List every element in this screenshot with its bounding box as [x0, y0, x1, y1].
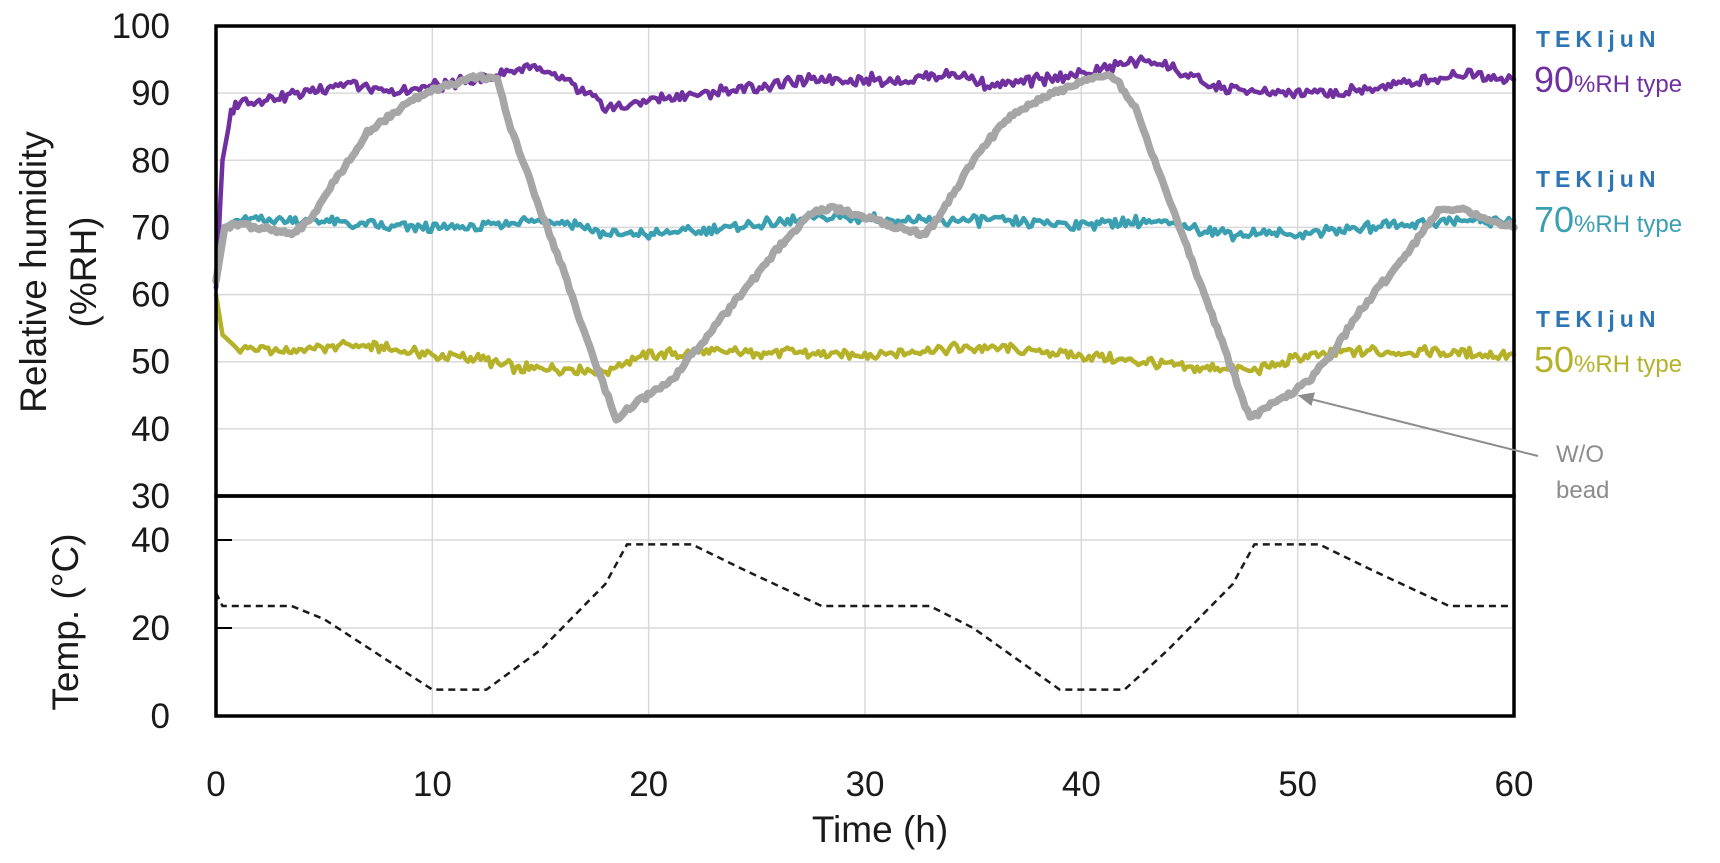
humidity-y-tick-label: 50: [131, 343, 170, 382]
humidity-y-tick-label: 80: [131, 141, 170, 180]
annotation-arrowhead: [1297, 392, 1315, 406]
humidity-y-tick-label: 40: [131, 410, 170, 449]
wo-bead-annotation: W/O bead: [1297, 392, 1609, 504]
series-label-rh50: 50%RH type: [1534, 339, 1682, 380]
x-tick-label: 40: [1062, 765, 1101, 804]
annotation-line2: bead: [1556, 477, 1609, 504]
series-brand-rh70: TEKIjuN: [1536, 166, 1660, 192]
humidity-y-tick-label: 60: [131, 276, 170, 315]
x-axis-title: Time (h): [812, 809, 948, 850]
temperature-gridlines: [216, 496, 1514, 716]
annotation-arrow: [1307, 397, 1539, 457]
humidity-y-tick-label: 100: [112, 7, 170, 46]
humidity-y-tick-label: 70: [131, 208, 170, 247]
annotation-line1: W/O: [1556, 441, 1604, 468]
humidity-series-group: [212, 54, 1518, 424]
plot-frames: [214, 24, 1516, 718]
series-brand-rh90: TEKIjuN: [1536, 26, 1660, 52]
x-tick-label: 50: [1278, 765, 1317, 804]
series-value-rh90: 90: [1534, 59, 1574, 100]
series-line-temp: [214, 543, 1514, 691]
temperature-series-group: [214, 543, 1514, 691]
series-value-rh70: 70: [1534, 199, 1574, 240]
series-line-rh90: [213, 54, 1517, 291]
series-label-rh90: 90%RH type: [1534, 59, 1682, 100]
x-tick-label: 60: [1495, 765, 1534, 804]
series-value-rh50: 50: [1534, 339, 1574, 380]
series-line-rh50: [213, 292, 1517, 378]
temperature-y-tick-label: 40: [131, 521, 170, 560]
x-tick-label: 30: [846, 765, 885, 804]
humidity-y-tick-label: 90: [131, 74, 170, 113]
series-brand-rh50: TEKIjuN: [1536, 306, 1660, 332]
series-line-wo: [212, 71, 1518, 424]
series-unit-rh90: %RH type: [1574, 71, 1682, 98]
humidity-y-axis-title-line2: (%RH): [63, 217, 104, 328]
temperature-y-tick-label: 20: [131, 609, 170, 648]
humidity-y-axis-title-line1: Relative humidity: [13, 131, 54, 413]
series-label-rh70: 70%RH type: [1534, 199, 1682, 240]
x-tick-label: 20: [629, 765, 668, 804]
x-tick-label: 0: [206, 765, 225, 804]
x-tick-label: 10: [413, 765, 452, 804]
temperature-y-tick-label: 0: [151, 697, 170, 736]
humidity-y-tick-label: 30: [131, 477, 170, 516]
temperature-plot-frame: [214, 494, 1516, 718]
series-unit-rh70: %RH type: [1574, 211, 1682, 238]
temperature-y-axis-title: Temp. (°C): [45, 533, 86, 710]
time-x-ticks: 0 10 20 30 40 50 60: [206, 765, 1533, 804]
humidity-y-ticks: 100 90 80 70 60 50 40 30: [112, 7, 170, 516]
humidity-gridlines: [216, 26, 1514, 496]
series-unit-rh50: %RH type: [1574, 351, 1682, 378]
temperature-y-ticks: 40 20 0: [131, 521, 170, 736]
